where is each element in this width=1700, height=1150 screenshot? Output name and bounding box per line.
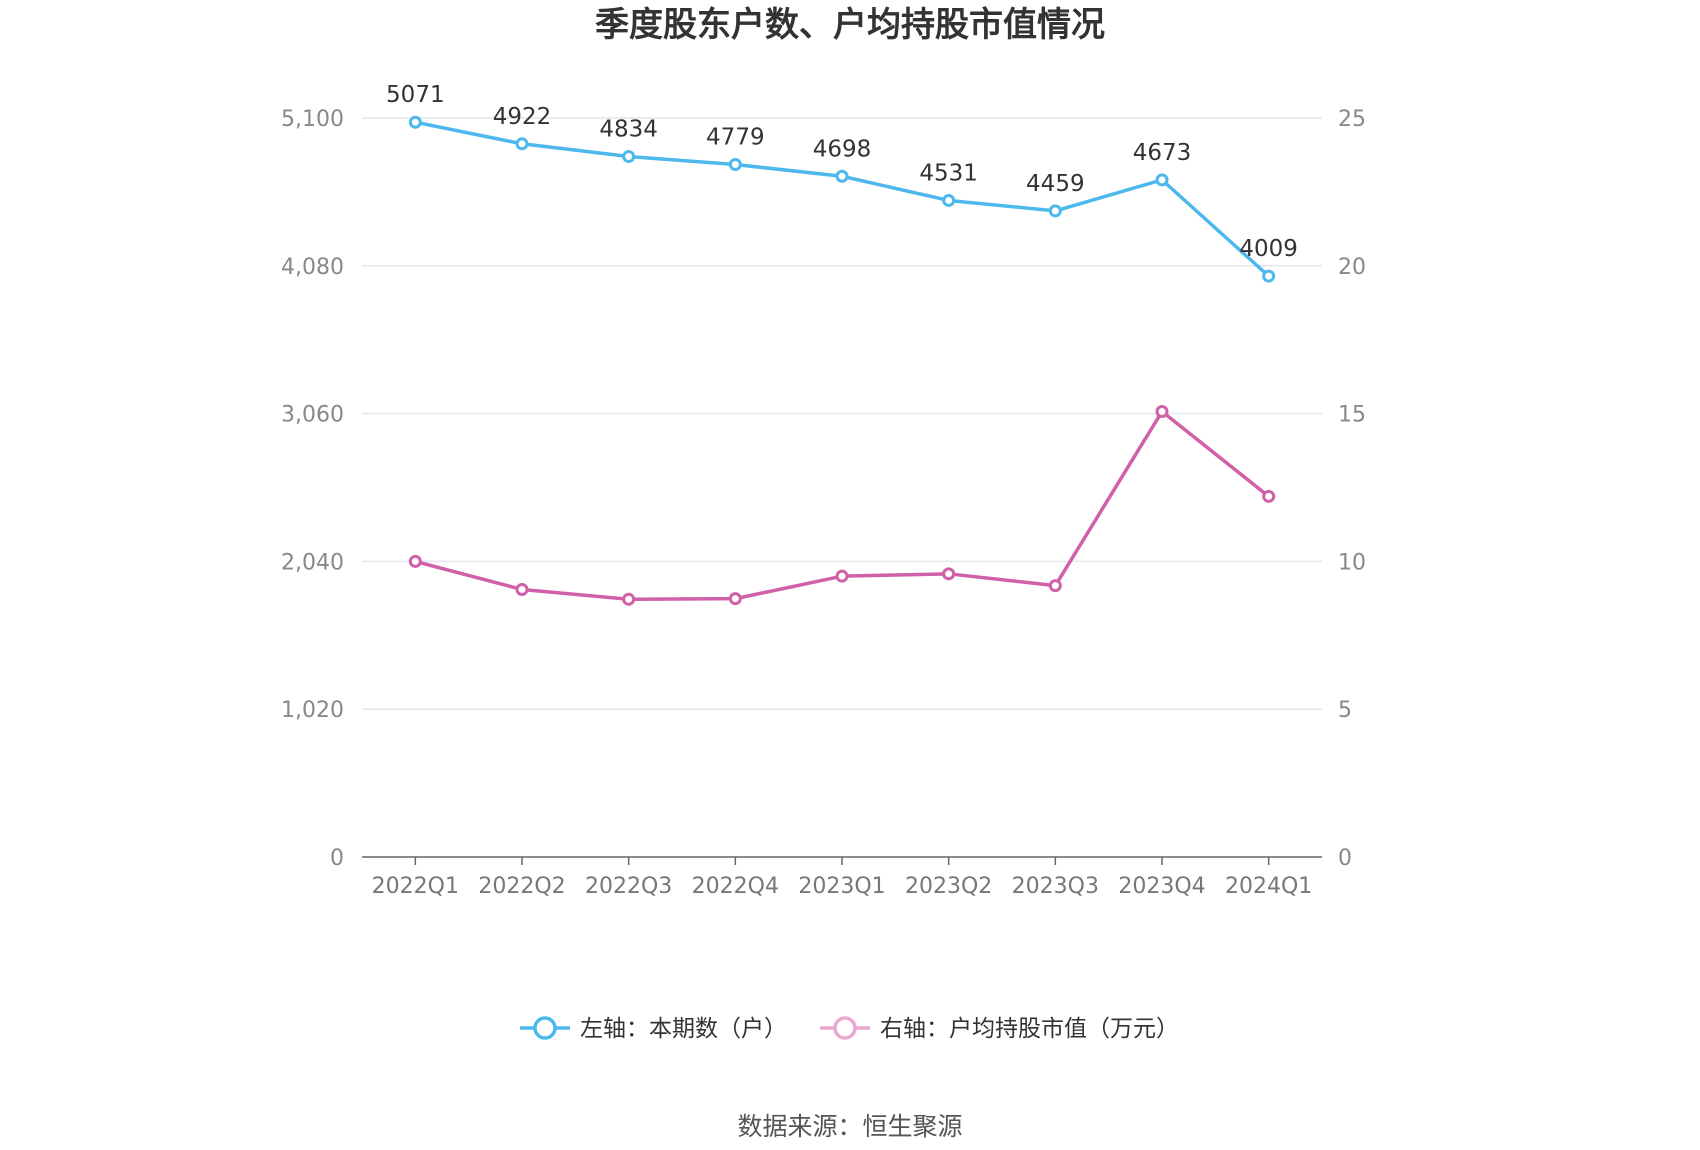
data-label: 4779: [706, 125, 765, 151]
data-label: 5071: [386, 82, 445, 108]
right-axis-tick-label: 15: [1338, 403, 1366, 428]
data-point: [942, 193, 956, 207]
legend-marker-2: [833, 1016, 857, 1040]
data-point: [728, 158, 742, 172]
axes: 0 0 1,020 5 2,040 10 3,060 15 4,080 20 5,100 25 2022…: [281, 107, 1366, 899]
right-axis-tick-label: 5: [1338, 698, 1352, 723]
data-point: [515, 582, 529, 596]
left-axis-tick-label: 1,020: [281, 698, 344, 723]
data-label: 4922: [493, 104, 552, 130]
data-label: 4459: [1026, 171, 1085, 197]
left-axis-tick-label: 4,080: [281, 255, 344, 280]
right-axis-tick-label: 10: [1338, 550, 1366, 575]
data-point: [1262, 269, 1276, 283]
data-point: [1155, 173, 1169, 187]
data-point: [1048, 204, 1062, 218]
legend-label-1: 左轴：本期数（户）: [580, 1016, 787, 1042]
x-axis-tick-label: 2023Q4: [1118, 874, 1205, 899]
data-label: 4834: [599, 117, 658, 143]
right-axis-tick-label: 25: [1338, 107, 1366, 132]
x-axis-tick-label: 2022Q4: [692, 874, 779, 899]
left-axis-tick-label: 0: [330, 846, 344, 871]
data-point: [728, 592, 742, 606]
data-point: [1262, 489, 1276, 503]
legend: 左轴：本期数（户） 右轴：户均持股市值（万元）: [520, 1016, 1179, 1042]
x-axis-tick-label: 2024Q1: [1225, 874, 1312, 899]
data-label: 4009: [1239, 236, 1298, 262]
right-axis-tick-label: 20: [1338, 255, 1366, 280]
legend-marker-1: [533, 1016, 557, 1040]
grid: [362, 117, 1322, 710]
series-lines: [408, 115, 1276, 606]
data-point: [835, 569, 849, 583]
data-point: [622, 592, 636, 606]
left-axis-tick-label: 2,040: [281, 550, 344, 575]
source-note: 数据来源：恒生聚源: [737, 1112, 962, 1141]
data-label: 4698: [813, 136, 872, 162]
left-axis-tick-label: 5,100: [281, 107, 344, 132]
x-axis-tick-label: 2023Q3: [1012, 874, 1099, 899]
data-label: 4531: [919, 160, 978, 186]
x-axis-tick-label: 2022Q1: [372, 874, 459, 899]
data-label: 4673: [1133, 140, 1192, 166]
x-axis-tick-label: 2023Q1: [798, 874, 885, 899]
right-axis-tick-label: 0: [1338, 846, 1352, 871]
chart-title: 季度股东户数、户均持股市值情况: [595, 5, 1105, 45]
data-point: [515, 137, 529, 151]
data-point: [622, 150, 636, 164]
data-point: [835, 169, 849, 183]
x-axis-tick-label: 2022Q2: [478, 874, 565, 899]
data-point: [1048, 579, 1062, 593]
data-point: [1155, 405, 1169, 419]
legend-label-2: 右轴：户均持股市值（万元）: [880, 1016, 1179, 1042]
data-point: [942, 567, 956, 581]
data-labels: 5071 4922 4834 4779 4698 4531 4459 4673 4009: [386, 82, 1298, 262]
left-axis-tick-label: 3,060: [281, 403, 344, 428]
data-point: [408, 115, 422, 129]
data-point: [408, 554, 422, 568]
x-axis-tick-label: 2022Q3: [585, 874, 672, 899]
x-axis-tick-label: 2023Q2: [905, 874, 992, 899]
